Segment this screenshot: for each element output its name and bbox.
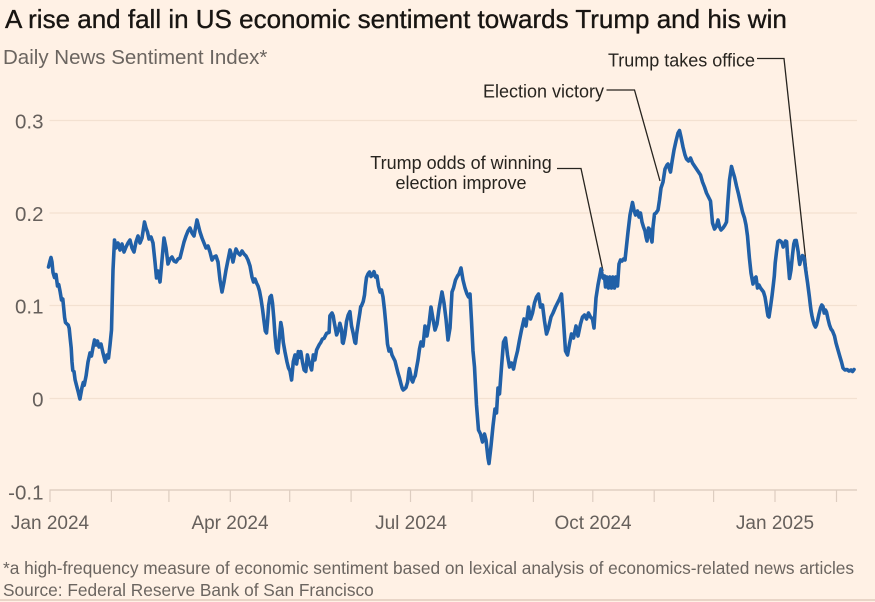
svg-text:Jan 2024: Jan 2024 <box>11 513 90 534</box>
svg-text:Trump takes office: Trump takes office <box>608 51 755 71</box>
svg-text:Election victory: Election victory <box>483 82 604 102</box>
svg-text:Jul 2024: Jul 2024 <box>375 513 447 534</box>
svg-text:0: 0 <box>32 388 43 411</box>
svg-text:-0.1: -0.1 <box>8 481 43 504</box>
svg-text:0.3: 0.3 <box>15 110 44 133</box>
svg-text:0.1: 0.1 <box>15 295 44 318</box>
svg-text:Trump odds of winning: Trump odds of winning <box>370 153 551 173</box>
svg-text:Jan 2025: Jan 2025 <box>736 513 814 534</box>
svg-text:Oct 2024: Oct 2024 <box>554 513 632 534</box>
svg-text:Apr 2024: Apr 2024 <box>191 513 269 534</box>
svg-text:0.2: 0.2 <box>15 203 44 226</box>
svg-text:election improve: election improve <box>395 173 526 193</box>
